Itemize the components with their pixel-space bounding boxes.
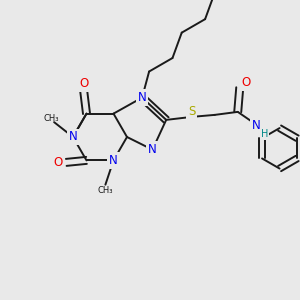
Text: N: N <box>109 154 118 167</box>
Text: O: O <box>241 76 250 89</box>
Text: O: O <box>54 156 63 169</box>
Text: CH₃: CH₃ <box>44 114 59 123</box>
Text: H: H <box>261 129 268 139</box>
Text: N: N <box>252 119 261 132</box>
Text: S: S <box>188 105 196 119</box>
Text: O: O <box>79 77 88 90</box>
Text: N: N <box>69 130 77 143</box>
Text: N: N <box>138 91 146 104</box>
Text: N: N <box>148 143 157 156</box>
Text: CH₃: CH₃ <box>98 186 113 195</box>
